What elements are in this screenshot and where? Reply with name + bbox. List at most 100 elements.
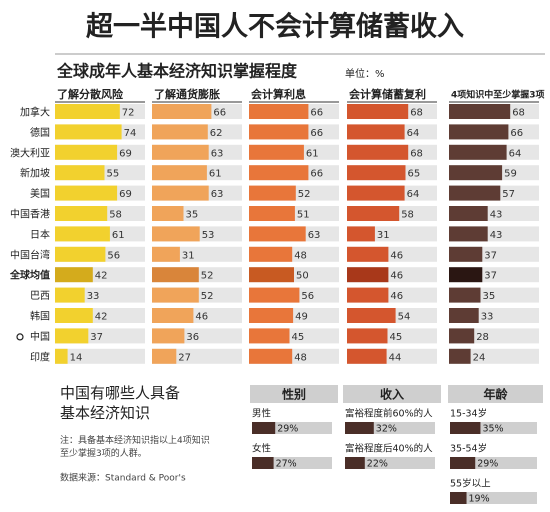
bar — [249, 104, 309, 119]
bar — [449, 185, 501, 201]
note: 注：具备基本经济知识指以上4项知识至少掌握3项的人群。 — [60, 434, 210, 459]
value-label: 29% — [477, 459, 498, 470]
bar — [55, 144, 118, 160]
bar — [55, 124, 122, 140]
value-label: 42 — [95, 312, 108, 323]
value-label: 42 — [95, 271, 108, 282]
value-label: 52 — [298, 189, 311, 200]
value-label: 45 — [292, 332, 305, 343]
value-label: 57 — [502, 189, 515, 200]
bar-track — [450, 492, 537, 504]
value-label: 49 — [295, 312, 308, 323]
bar — [152, 206, 184, 221]
value-label: 43 — [490, 230, 503, 241]
value-label: 69 — [119, 189, 132, 200]
value-label: 61 — [306, 148, 319, 159]
row-label: 加拿大 — [20, 106, 50, 119]
value-label: 72 — [122, 108, 135, 119]
row-label: 巴西 — [30, 290, 50, 302]
bar — [347, 104, 409, 119]
value-label: 66 — [310, 108, 323, 119]
value-label: 48 — [294, 352, 307, 363]
group-header: 性别 — [281, 387, 306, 402]
group-label: 35-54岁 — [450, 443, 487, 455]
value-label: 24 — [473, 352, 486, 363]
value-label: 55 — [107, 169, 120, 180]
marker — [16, 333, 24, 341]
bar — [347, 165, 406, 181]
bar — [450, 422, 481, 434]
bar — [347, 206, 400, 221]
bar — [152, 287, 199, 303]
value-label: 64 — [407, 189, 420, 200]
bar — [55, 226, 110, 242]
value-label: 31 — [377, 230, 390, 241]
bar — [249, 124, 309, 140]
value-label: 58 — [401, 210, 414, 221]
value-label: 35 — [483, 291, 496, 302]
bar — [449, 308, 479, 323]
bar — [55, 165, 105, 181]
bar — [55, 246, 106, 262]
bar — [347, 124, 405, 140]
value-label: 46 — [390, 291, 403, 302]
value-label: 51 — [297, 210, 310, 221]
bar — [249, 348, 293, 364]
bar-track — [449, 348, 539, 364]
value-label: 28 — [476, 332, 489, 343]
bar — [55, 308, 93, 323]
group-header-bg — [343, 385, 441, 403]
value-label: 62 — [210, 128, 223, 139]
row-label: 日本 — [30, 228, 50, 241]
value-label: 53 — [202, 230, 215, 241]
value-label: 35 — [186, 210, 199, 221]
bar — [55, 206, 108, 221]
row-label: 中国台湾 — [10, 248, 50, 261]
bar — [450, 492, 467, 504]
value-label: 33 — [87, 291, 100, 302]
bar — [449, 246, 483, 262]
group-header-bg — [250, 385, 338, 403]
bar — [249, 287, 300, 303]
bar — [249, 206, 295, 221]
bar — [347, 348, 387, 364]
value-label: 46 — [390, 271, 403, 282]
bar — [55, 328, 89, 344]
value-label: 46 — [195, 312, 208, 323]
value-label: 29% — [277, 424, 298, 435]
bar — [152, 124, 208, 140]
value-label: 44 — [389, 352, 402, 363]
title: 超一半中国人不会计算储蓄收入 — [86, 11, 464, 43]
group-label: 富裕程度前60%的人 — [345, 408, 433, 420]
column-header: 4项知识中至少掌握3项 — [451, 89, 545, 101]
bar — [449, 124, 509, 140]
column-header: 了解分散风险 — [57, 87, 124, 101]
row-label: 德国 — [30, 126, 50, 139]
row-label: 美国 — [30, 187, 50, 200]
bar — [152, 348, 177, 364]
bar — [55, 348, 68, 364]
value-label: 48 — [294, 250, 307, 261]
bottom-title: 中国有哪些人具备基本经济知识 — [60, 384, 180, 422]
value-label: 27 — [178, 352, 191, 363]
group-label: 富裕程度后40%的人 — [345, 443, 433, 455]
group-label: 男性 — [252, 408, 272, 420]
group-header: 收入 — [380, 387, 404, 402]
bar — [249, 226, 306, 242]
bar — [152, 328, 185, 344]
value-label: 36 — [186, 332, 199, 343]
bar — [252, 422, 276, 434]
value-label: 14 — [70, 352, 83, 363]
value-label: 61 — [112, 230, 125, 241]
bar — [152, 226, 200, 242]
value-label: 45 — [390, 332, 403, 343]
value-label: 58 — [109, 210, 122, 221]
value-label: 74 — [124, 128, 137, 139]
value-label: 46 — [390, 250, 403, 261]
value-label: 37 — [484, 250, 497, 261]
value-label: 63 — [211, 148, 224, 159]
bar — [152, 308, 194, 323]
value-label: 68 — [512, 108, 525, 119]
bar — [347, 287, 389, 303]
